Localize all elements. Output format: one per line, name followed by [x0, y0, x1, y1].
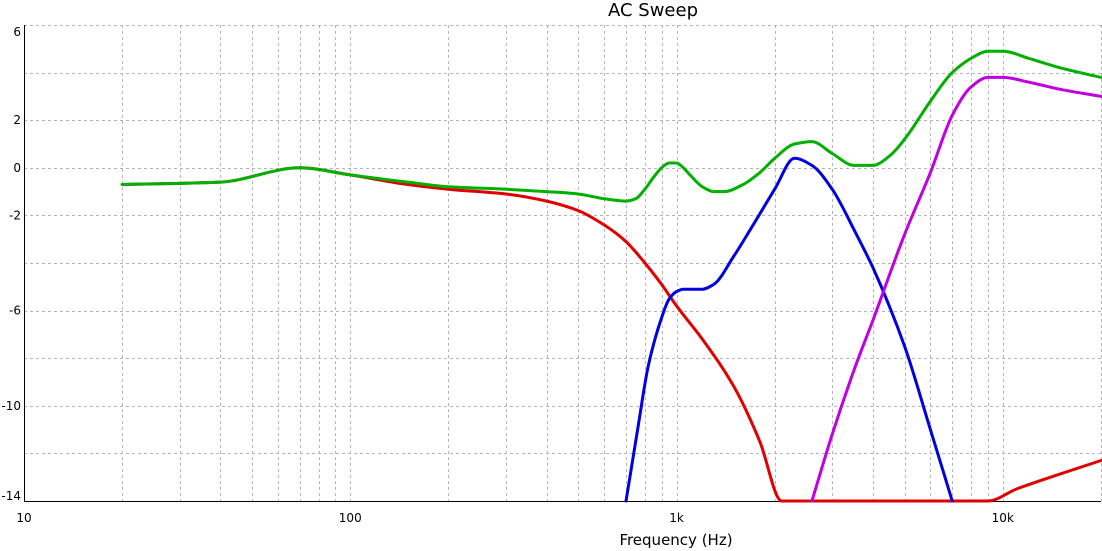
series-line-1	[120, 166, 1102, 503]
y-tick-label: 2	[13, 113, 21, 127]
y-tick-label: -14	[1, 489, 21, 503]
x-tick-label: 10	[16, 511, 31, 525]
series-line-4	[120, 49, 1102, 203]
y-tick-label: 0	[13, 161, 21, 175]
x-axis-label: Frequency (Hz)	[619, 531, 732, 549]
x-tick-label: 10k	[992, 511, 1014, 525]
series-line-3	[810, 75, 1102, 503]
y-tick-label: -10	[1, 399, 21, 413]
y-tick-label: -6	[9, 304, 21, 318]
chart-title: AC Sweep	[608, 0, 698, 21]
x-tick-label: 100	[339, 511, 362, 525]
series-line-2	[624, 156, 954, 503]
chart-axes	[24, 25, 1101, 502]
x-tick-labels: 10 100 1k 10k	[16, 511, 1014, 525]
y-tick-label: -2	[9, 208, 21, 222]
y-tick-label: 6	[13, 25, 21, 39]
chart-series	[120, 49, 1102, 503]
y-tick-labels: 6 2 0 -2 -6 -10 -14	[1, 25, 21, 503]
chart-grid	[24, 25, 1102, 502]
x-tick-label: 1k	[669, 511, 684, 525]
